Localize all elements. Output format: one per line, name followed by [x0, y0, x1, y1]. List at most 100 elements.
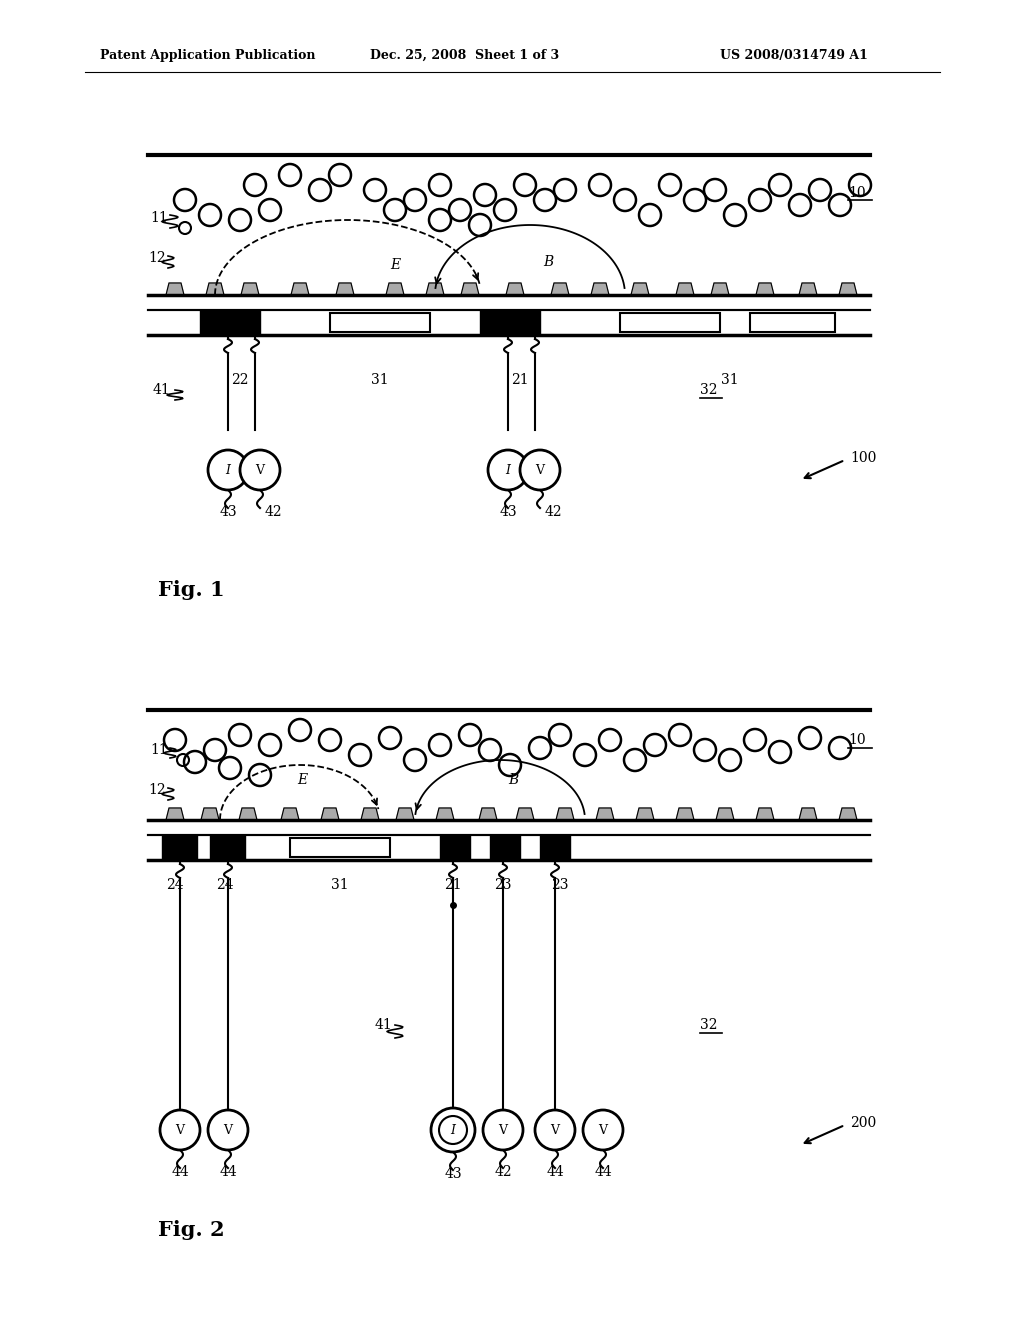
Text: 23: 23 [495, 878, 512, 892]
Text: 21: 21 [511, 374, 528, 387]
Polygon shape [321, 808, 339, 820]
Text: 41: 41 [375, 1018, 393, 1032]
Text: 10: 10 [848, 733, 865, 747]
Text: V: V [175, 1123, 184, 1137]
Text: 24: 24 [166, 878, 184, 892]
Bar [750, 313, 835, 333]
Bar [290, 838, 390, 857]
Text: 31: 31 [331, 878, 349, 892]
Polygon shape [426, 282, 444, 294]
Polygon shape [506, 282, 524, 294]
Polygon shape [636, 808, 654, 820]
Text: E: E [297, 774, 307, 787]
Text: 31: 31 [371, 374, 389, 387]
Text: I: I [225, 463, 230, 477]
Polygon shape [281, 808, 299, 820]
Bar [480, 310, 540, 335]
Circle shape [583, 1110, 623, 1150]
Polygon shape [631, 282, 649, 294]
Polygon shape [361, 808, 379, 820]
Text: E: E [390, 257, 400, 272]
Polygon shape [201, 808, 219, 820]
Text: US 2008/0314749 A1: US 2008/0314749 A1 [720, 49, 868, 62]
Polygon shape [716, 808, 734, 820]
Polygon shape [166, 282, 184, 294]
Text: B: B [508, 774, 518, 787]
Circle shape [208, 1110, 248, 1150]
Text: V: V [598, 1123, 607, 1137]
Text: 24: 24 [216, 878, 233, 892]
Polygon shape [756, 808, 774, 820]
Circle shape [520, 450, 560, 490]
Circle shape [439, 1115, 467, 1144]
Text: V: V [256, 463, 264, 477]
Polygon shape [556, 808, 574, 820]
Circle shape [240, 450, 280, 490]
Text: 10: 10 [848, 186, 865, 201]
Polygon shape [386, 282, 404, 294]
Text: Dec. 25, 2008  Sheet 1 of 3: Dec. 25, 2008 Sheet 1 of 3 [370, 49, 559, 62]
Circle shape [488, 450, 528, 490]
Circle shape [160, 1110, 200, 1150]
Polygon shape [799, 282, 817, 294]
Text: V: V [551, 1123, 559, 1137]
Circle shape [535, 1110, 575, 1150]
Polygon shape [676, 808, 694, 820]
Bar [330, 313, 430, 333]
Polygon shape [839, 808, 857, 820]
Bar [162, 836, 197, 861]
Text: 12: 12 [148, 783, 166, 797]
Polygon shape [479, 808, 497, 820]
Text: 43: 43 [499, 506, 517, 519]
Text: V: V [499, 1123, 508, 1137]
Bar [490, 836, 520, 861]
Polygon shape [461, 282, 479, 294]
Text: 200: 200 [850, 1115, 877, 1130]
Polygon shape [711, 282, 729, 294]
Polygon shape [336, 282, 354, 294]
Text: Fig. 1: Fig. 1 [158, 579, 224, 601]
Polygon shape [436, 808, 454, 820]
Text: 43: 43 [219, 506, 237, 519]
Polygon shape [239, 808, 257, 820]
Text: 41: 41 [153, 383, 171, 397]
Text: 23: 23 [551, 878, 568, 892]
Text: 42: 42 [495, 1166, 512, 1179]
Text: B: B [543, 255, 553, 269]
Polygon shape [591, 282, 609, 294]
Polygon shape [516, 808, 534, 820]
Polygon shape [799, 808, 817, 820]
Bar [540, 836, 570, 861]
Circle shape [483, 1110, 523, 1150]
Text: 32: 32 [700, 1018, 718, 1032]
Bar [620, 313, 720, 333]
Text: 22: 22 [231, 374, 249, 387]
Polygon shape [839, 282, 857, 294]
Circle shape [208, 450, 248, 490]
Bar [440, 836, 470, 861]
Text: 11: 11 [150, 211, 168, 224]
Text: I: I [451, 1123, 456, 1137]
Text: 12: 12 [148, 251, 166, 265]
Text: 42: 42 [545, 506, 562, 519]
Text: 44: 44 [219, 1166, 237, 1179]
Polygon shape [596, 808, 614, 820]
Polygon shape [756, 282, 774, 294]
Circle shape [431, 1107, 475, 1152]
Text: 44: 44 [171, 1166, 188, 1179]
Polygon shape [551, 282, 569, 294]
Text: Fig. 2: Fig. 2 [158, 1220, 224, 1239]
Text: 32: 32 [700, 383, 718, 397]
Text: 100: 100 [850, 451, 877, 465]
Bar [200, 310, 260, 335]
Text: Patent Application Publication: Patent Application Publication [100, 49, 315, 62]
Text: 44: 44 [594, 1166, 612, 1179]
Polygon shape [206, 282, 224, 294]
Text: I: I [506, 463, 511, 477]
Text: 42: 42 [265, 506, 283, 519]
Bar [210, 836, 245, 861]
Text: 44: 44 [546, 1166, 564, 1179]
Polygon shape [396, 808, 414, 820]
Text: V: V [536, 463, 545, 477]
Text: 11: 11 [150, 743, 168, 756]
